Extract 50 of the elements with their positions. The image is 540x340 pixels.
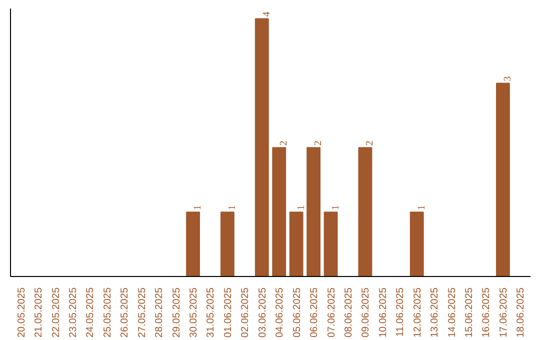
x-tick-label: 02.06.2025 xyxy=(240,287,252,338)
data-label: 3 xyxy=(502,76,514,82)
bar xyxy=(496,82,510,276)
bar xyxy=(358,147,372,276)
x-tick-label: 13.06.2025 xyxy=(430,287,441,338)
x-tick-label: 31.05.2025 xyxy=(206,287,217,338)
bar xyxy=(289,212,304,276)
data-label: 2 xyxy=(313,140,324,146)
bar xyxy=(186,212,200,276)
data-label: 1 xyxy=(296,205,307,210)
bar xyxy=(254,18,269,276)
x-tick-label: 20.05.2025 xyxy=(16,287,28,338)
data-label: 1 xyxy=(416,205,428,210)
data-label: 1 xyxy=(192,205,204,210)
data-label: 1 xyxy=(330,205,342,210)
bar xyxy=(306,147,321,276)
x-tick-label: 04.06.2025 xyxy=(274,287,286,338)
bar xyxy=(272,147,286,276)
x-tick-label: 22.05.2025 xyxy=(50,287,62,338)
x-tick-label: 12.06.2025 xyxy=(412,287,424,338)
x-tick-label: 26.05.2025 xyxy=(120,287,131,338)
x-tick-label: 28.05.2025 xyxy=(154,287,166,338)
x-tick-label: 24.05.2025 xyxy=(85,287,96,338)
data-label: 2 xyxy=(364,140,376,146)
data-label: 2 xyxy=(278,140,290,146)
bar xyxy=(220,212,234,276)
x-tick-label: 06.06.2025 xyxy=(309,287,320,338)
x-tick-label: 21.05.2025 xyxy=(34,287,45,338)
x-tick-label: 08.06.2025 xyxy=(343,287,354,338)
x-tick-label: 23.05.2025 xyxy=(68,287,79,338)
x-tick-label: 30.05.2025 xyxy=(188,287,200,338)
bar xyxy=(324,212,338,276)
bar xyxy=(410,212,424,276)
x-tick-label: 25.05.2025 xyxy=(102,287,114,338)
x-tick-label: 07.06.2025 xyxy=(326,287,338,338)
x-tick-label: 10.06.2025 xyxy=(378,287,389,338)
x-tick-label: 09.06.2025 xyxy=(360,287,372,338)
x-tick-label: 14.06.2025 xyxy=(446,287,458,338)
x-tick-label: 03.06.2025 xyxy=(257,287,268,338)
x-tick-label: 15.06.2025 xyxy=(464,287,476,338)
x-tick-label: 11.06.2025 xyxy=(395,287,406,337)
data-label: 4 xyxy=(261,12,272,17)
x-tick-label: 27.05.2025 xyxy=(136,287,148,338)
x-tick-label: 01.06.2025 xyxy=(222,287,234,338)
data-label: 1 xyxy=(226,205,238,210)
x-tick-label: 16.06.2025 xyxy=(481,287,492,338)
x-tick-label: 29.05.2025 xyxy=(171,287,182,338)
x-tick-label: 17.06.2025 xyxy=(498,287,510,338)
x-tick-label: 18.06.2025 xyxy=(516,287,527,338)
x-tick-label: 05.06.2025 xyxy=(292,287,303,338)
